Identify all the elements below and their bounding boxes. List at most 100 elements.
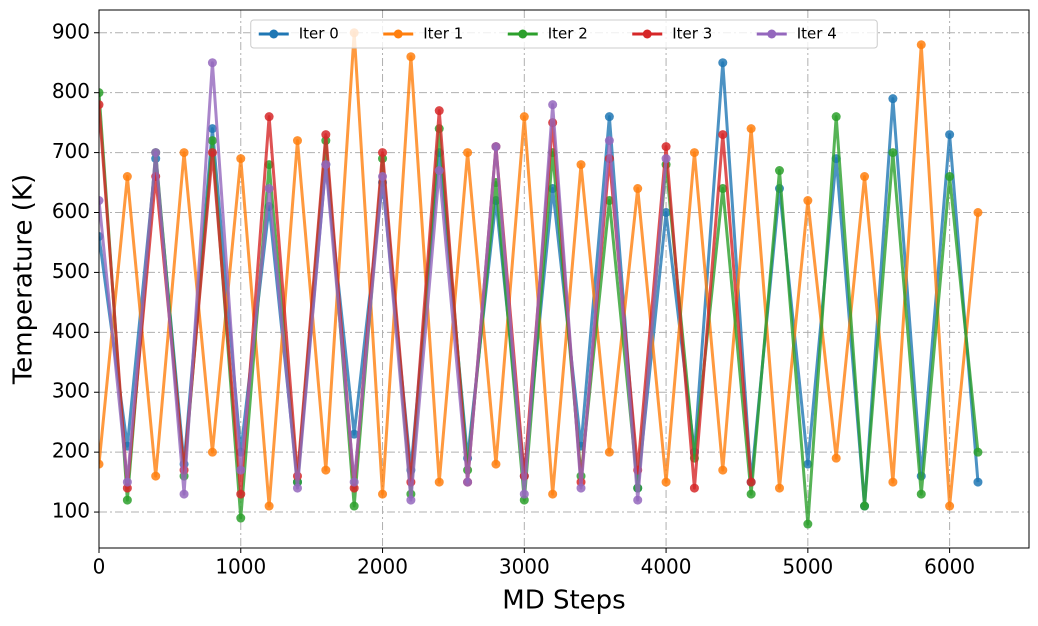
series-marker — [349, 477, 359, 487]
series-marker — [463, 477, 473, 487]
series-marker — [718, 58, 728, 68]
legend-marker — [767, 29, 777, 39]
series-marker — [973, 447, 983, 457]
series-marker — [292, 136, 302, 146]
series-marker — [689, 483, 699, 493]
series-marker — [888, 148, 898, 158]
y-tick-label: 700 — [52, 139, 90, 163]
series-marker — [746, 124, 756, 134]
y-tick-label: 100 — [52, 499, 90, 523]
series-marker — [207, 58, 217, 68]
x-tick-label: 5000 — [782, 555, 833, 579]
series-marker — [236, 513, 246, 523]
series-marker — [916, 40, 926, 50]
series-marker — [718, 184, 728, 194]
legend-marker — [642, 29, 652, 39]
series-marker — [99, 88, 104, 98]
series-marker — [406, 495, 416, 505]
legend-marker — [269, 29, 279, 39]
legend-label: Iter 1 — [423, 25, 463, 43]
series-marker — [633, 184, 643, 194]
series-marker — [945, 501, 955, 511]
series-marker — [321, 130, 331, 140]
series-marker — [746, 477, 756, 487]
series-marker — [434, 106, 444, 116]
legend-marker — [518, 29, 528, 39]
series-marker — [321, 465, 331, 475]
series-marker — [207, 447, 217, 457]
series-marker — [718, 465, 728, 475]
series-marker — [973, 207, 983, 217]
series-marker — [718, 130, 728, 140]
y-tick-label: 200 — [52, 439, 90, 463]
series-marker — [661, 142, 671, 152]
series-marker — [434, 166, 444, 176]
y-tick-label: 500 — [52, 259, 90, 283]
x-tick-label: 2000 — [357, 555, 408, 579]
x-tick-label: 1000 — [215, 555, 266, 579]
series-marker — [633, 495, 643, 505]
series-marker — [604, 136, 614, 146]
series-marker — [774, 166, 784, 176]
series-marker — [349, 501, 359, 511]
series-marker — [548, 489, 558, 499]
series-marker — [661, 154, 671, 164]
plot-frame — [98, 9, 1030, 549]
x-tick-label: 3000 — [499, 555, 550, 579]
series-marker — [207, 148, 217, 158]
series-marker — [831, 453, 841, 463]
y-tick-label: 300 — [52, 379, 90, 403]
series-marker — [122, 477, 132, 487]
series-marker — [264, 501, 274, 511]
legend-box — [250, 19, 878, 49]
series-marker — [349, 429, 359, 439]
series-marker — [122, 495, 132, 505]
series-marker — [236, 154, 246, 164]
x-axis-label: MD Steps — [502, 586, 625, 616]
series-marker — [491, 142, 501, 152]
series-marker — [661, 477, 671, 487]
y-tick-label: 800 — [52, 79, 90, 103]
series-marker — [519, 489, 529, 499]
series-marker — [803, 459, 813, 469]
series-marker — [236, 465, 246, 475]
series-marker — [236, 489, 246, 499]
series-marker — [973, 477, 983, 487]
series-marker — [945, 130, 955, 140]
series-marker — [945, 172, 955, 182]
y-tick-label: 900 — [52, 19, 90, 43]
series-marker — [576, 483, 586, 493]
series-marker — [463, 148, 473, 158]
series-marker — [548, 100, 558, 110]
y-axis-label: Temperature (K) — [9, 174, 39, 385]
series-marker — [491, 459, 501, 469]
legend-marker — [393, 29, 403, 39]
series-marker — [803, 519, 813, 529]
series-marker — [604, 112, 614, 122]
series-marker — [179, 148, 189, 158]
series-marker — [99, 100, 104, 110]
series-marker — [860, 501, 870, 511]
legend-label: Iter 4 — [797, 25, 837, 43]
legend-label: Iter 3 — [672, 25, 712, 43]
series-marker — [519, 112, 529, 122]
series-marker — [151, 471, 161, 481]
series-marker — [378, 148, 388, 158]
series-marker — [888, 477, 898, 487]
series-marker — [207, 136, 217, 146]
series-marker — [122, 172, 132, 182]
series-marker — [689, 148, 699, 158]
legend-label: Iter 2 — [548, 25, 588, 43]
series-marker — [888, 94, 898, 104]
series-marker — [207, 124, 217, 134]
x-tick-label: 0 — [93, 555, 106, 579]
series-marker — [264, 184, 274, 194]
series-marker — [860, 172, 870, 182]
series-marker — [434, 477, 444, 487]
series-marker — [661, 207, 671, 217]
series-marker — [179, 489, 189, 499]
series-marker — [803, 196, 813, 206]
series-marker — [321, 160, 331, 170]
series-marker — [378, 489, 388, 499]
